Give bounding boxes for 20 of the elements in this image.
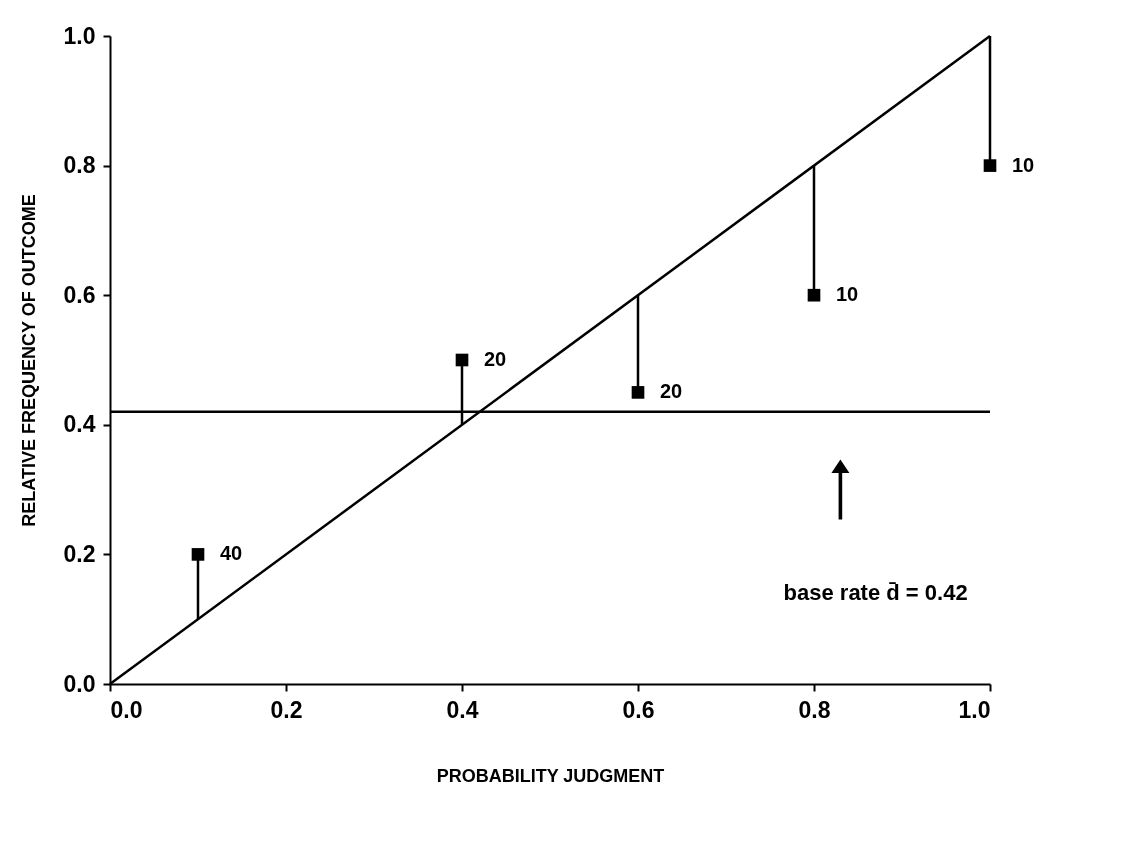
ref-line-label: base rate d̄ = 0.42	[783, 580, 968, 606]
x-tick-label: 0.6	[622, 696, 655, 723]
x-tick-label: 0.4	[446, 696, 479, 723]
annotation: 10	[836, 283, 859, 306]
x-tick-label: 0.8	[798, 696, 831, 723]
x-tick-label: 0.0	[110, 696, 143, 723]
y-axis-title: RELATIVE FREQUENCY OF OUTCOME	[18, 194, 39, 527]
y-tick-label: 0.0	[63, 670, 96, 697]
x-tick-label: 1.0	[958, 696, 991, 723]
y-tick-label: 0.8	[63, 152, 96, 179]
y-tick-label: 0.6	[63, 281, 96, 308]
y-tick-label: 0.4	[63, 411, 96, 438]
y-tick-label: 1.0	[63, 22, 96, 49]
annotation: 20	[660, 380, 683, 403]
x-tick-label: 0.2	[270, 696, 303, 723]
annotation: 40	[220, 542, 243, 565]
y-tick-label: 0.2	[63, 540, 96, 567]
annotation: 10	[1012, 153, 1035, 176]
annotation: 20	[484, 348, 507, 370]
x-axis-title: PROBABILITY JUDGMENT	[436, 765, 665, 786]
